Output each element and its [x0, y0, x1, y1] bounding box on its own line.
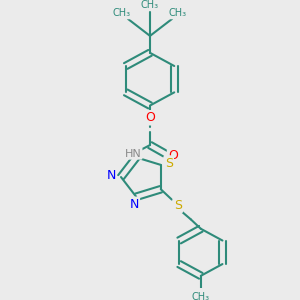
Text: S: S [165, 157, 173, 169]
Text: CH₃: CH₃ [141, 0, 159, 10]
Text: S: S [174, 199, 182, 212]
Text: N: N [130, 198, 139, 211]
Text: CH₃: CH₃ [192, 292, 210, 300]
Text: HN: HN [124, 148, 141, 158]
Text: O: O [168, 149, 178, 162]
Text: N: N [106, 169, 116, 182]
Text: CH₃: CH₃ [169, 8, 187, 18]
Text: CH₃: CH₃ [113, 8, 131, 18]
Text: O: O [145, 111, 155, 124]
